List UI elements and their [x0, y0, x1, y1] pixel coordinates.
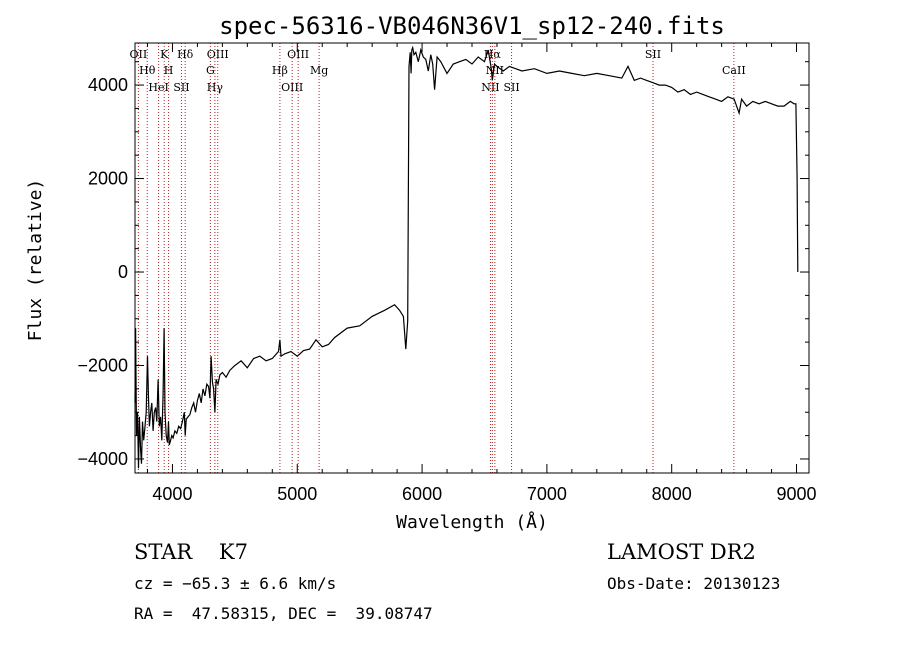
x-axis: 4000 5000 6000 7000 8000 9000 — [146, 43, 817, 504]
line-mark-label: H — [164, 64, 174, 77]
survey-name: LAMOST DR2 — [607, 540, 756, 564]
line-mark-label: K — [160, 48, 169, 61]
y-tick-label: 0 — [118, 262, 128, 282]
line-mark-label: G — [206, 64, 215, 77]
line-mark-label: Hγ — [207, 81, 224, 94]
x-tick-label: 6000 — [402, 484, 442, 504]
line-mark-label: SII — [645, 48, 661, 61]
spectrum-line — [134, 45, 799, 469]
x-tick-label: 9000 — [776, 484, 816, 504]
y-axis: −4000 −2000 0 2000 4000 — [77, 61, 809, 469]
x-tick-label: 5000 — [277, 484, 317, 504]
redshift-velocity: cz = −65.3 ± 6.6 km/s — [134, 574, 337, 593]
chart-title: spec-56316-VB046N36V1_sp12-240.fits — [219, 12, 725, 40]
line-mark-label: NII — [486, 64, 504, 77]
sky-coordinates: RA = 47.58315, DEC = 39.08747 — [134, 604, 433, 623]
y-tick-label: 4000 — [88, 75, 128, 95]
line-mark-label: Hβ — [272, 64, 288, 77]
x-tick-label: 7000 — [527, 484, 567, 504]
line-mark-label: Hδ — [177, 48, 194, 61]
line-mark-label: NII — [481, 81, 499, 94]
line-mark-label: SII — [503, 81, 519, 94]
line-mark-label: HeI — [148, 81, 168, 94]
plot-frame — [134, 42, 810, 474]
emission-line-marks: OIIHθHeIKHSIIHδGHγOIIIHβOIIIOIIIMgNIIHαN… — [130, 43, 746, 473]
y-tick-label: −2000 — [77, 356, 128, 376]
y-axis-label: Flux (relative) — [25, 179, 46, 342]
line-mark-label: Mg — [310, 64, 328, 77]
line-mark-label: SII — [173, 81, 189, 94]
x-tick-label: 4000 — [152, 484, 192, 504]
y-tick-label: −4000 — [77, 449, 128, 469]
line-mark-label: OIII — [281, 81, 303, 94]
observation-date: Obs-Date: 20130123 — [607, 574, 781, 593]
line-mark-label: OIII — [287, 48, 309, 61]
object-class: STAR K7 — [134, 540, 248, 564]
y-tick-label: 2000 — [88, 169, 128, 189]
x-axis-label: Wavelength (Å) — [396, 511, 548, 533]
line-mark-label: OII — [130, 48, 148, 61]
x-tick-label: 8000 — [652, 484, 692, 504]
line-mark-label: CaII — [722, 64, 746, 77]
line-mark-label: OIII — [207, 48, 229, 61]
line-mark-label: Hθ — [139, 64, 156, 77]
